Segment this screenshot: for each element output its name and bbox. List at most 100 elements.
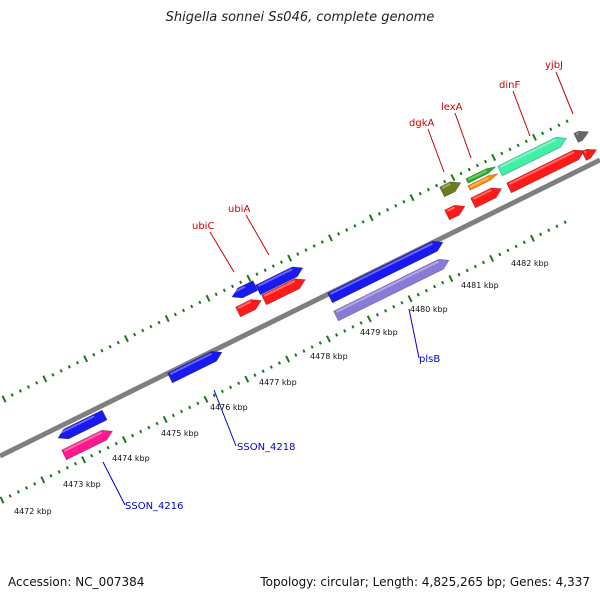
outer-tick-track (1, 119, 569, 403)
minor-tick (320, 240, 324, 244)
minor-tick (228, 385, 233, 390)
major-tick (83, 355, 89, 363)
minor-tick (73, 461, 78, 466)
minor-tick (100, 348, 104, 353)
gene-arrow-shine (446, 206, 455, 212)
minor-tick (312, 244, 316, 248)
major-tick (121, 436, 127, 444)
minor-tick (555, 224, 559, 229)
scale-label: 4479 kbp (360, 328, 398, 337)
minor-tick (149, 324, 153, 329)
major-tick (203, 395, 209, 403)
minor-tick (467, 167, 471, 172)
minor-tick (294, 353, 298, 357)
gene-arrow (465, 166, 497, 184)
major-tick (205, 294, 211, 302)
gene-arrow (497, 136, 567, 177)
minor-tick (190, 304, 194, 309)
minor-tick (359, 321, 363, 325)
minor-tick (377, 212, 381, 216)
minor-tick (171, 413, 175, 418)
minor-tick (188, 405, 192, 410)
minor-tick (318, 341, 322, 345)
minor-tick (541, 131, 545, 136)
minor-tick (386, 207, 390, 212)
gene-label-dinF: dinF (499, 80, 520, 91)
scale-label: 4481 kbp (461, 281, 499, 290)
minor-tick (263, 268, 267, 272)
leader-line (427, 128, 445, 173)
minor-tick (253, 373, 257, 377)
major-tick (81, 456, 87, 464)
minor-tick (237, 381, 241, 386)
minor-tick (361, 220, 365, 224)
gene-arrow (261, 278, 306, 306)
minor-tick (67, 365, 71, 369)
minor-tick (239, 280, 243, 285)
minor-tick (16, 490, 20, 494)
minor-tick (345, 228, 349, 232)
map-title: Shigella sonnei Ss046, complete genome (165, 10, 435, 25)
minor-tick (304, 248, 308, 252)
major-tick (368, 214, 374, 222)
minor-tick (539, 232, 543, 237)
major-tick (448, 274, 454, 283)
leader-line (209, 231, 235, 273)
major-tick (246, 274, 252, 282)
gene-features (57, 130, 598, 461)
minor-tick (198, 300, 202, 305)
major-tick (1, 395, 7, 403)
major-tick (123, 335, 129, 343)
minor-tick (141, 328, 145, 333)
topology-text: Topology: circular; Length: 4,825,265 bp… (260, 575, 590, 589)
minor-tick (26, 385, 31, 389)
gene-arrow (470, 187, 503, 209)
major-tick (327, 234, 333, 242)
gene-arrow-shine (263, 280, 296, 297)
minor-tick (516, 143, 520, 148)
minor-tick (402, 199, 406, 204)
leader-line (245, 214, 270, 256)
gene-arrow-shine (470, 176, 489, 188)
minor-tick (279, 260, 284, 264)
gene-arrow (61, 429, 113, 461)
major-tick (366, 315, 372, 323)
minor-tick (400, 300, 404, 305)
gene-arrow-shine (237, 300, 252, 309)
gene-label-SSON_4218: SSON_4218 (237, 442, 296, 453)
scale-label: 4477 kbp (259, 378, 297, 387)
gene-arrow-shine (576, 132, 579, 136)
minor-tick (157, 320, 161, 325)
minor-tick (116, 340, 120, 345)
minor-tick (98, 449, 102, 454)
gene-arrow (467, 173, 499, 191)
gene-arrow-shine (231, 285, 246, 294)
gene-arrow-shine (57, 415, 95, 435)
minor-tick (506, 248, 510, 253)
minor-tick (524, 139, 528, 144)
minor-tick (483, 159, 488, 164)
major-tick (0, 496, 5, 504)
gene-arrow (167, 351, 223, 384)
minor-tick (443, 179, 447, 184)
accession-text: Accession: NC_007384 (8, 575, 145, 589)
gene-arrow (581, 148, 598, 161)
gene-arrow-shine (335, 260, 439, 313)
label-leader-lines (102, 71, 574, 506)
gene-arrow (333, 258, 450, 322)
major-tick (491, 153, 497, 162)
gene-arrow (439, 181, 462, 198)
gene-arrow (506, 149, 585, 194)
major-tick (409, 194, 415, 202)
gene-label-yjbJ: yjbJ (545, 60, 563, 71)
minor-tick (394, 203, 398, 208)
minor-tick (457, 272, 461, 277)
major-tick (42, 375, 48, 383)
leader-line (512, 90, 531, 137)
minor-tick (337, 232, 341, 236)
minor-tick (475, 163, 479, 168)
gene-arrow (573, 130, 590, 143)
minor-tick (277, 361, 282, 365)
minor-tick (139, 429, 143, 434)
gene-arrow-shine (257, 268, 293, 287)
